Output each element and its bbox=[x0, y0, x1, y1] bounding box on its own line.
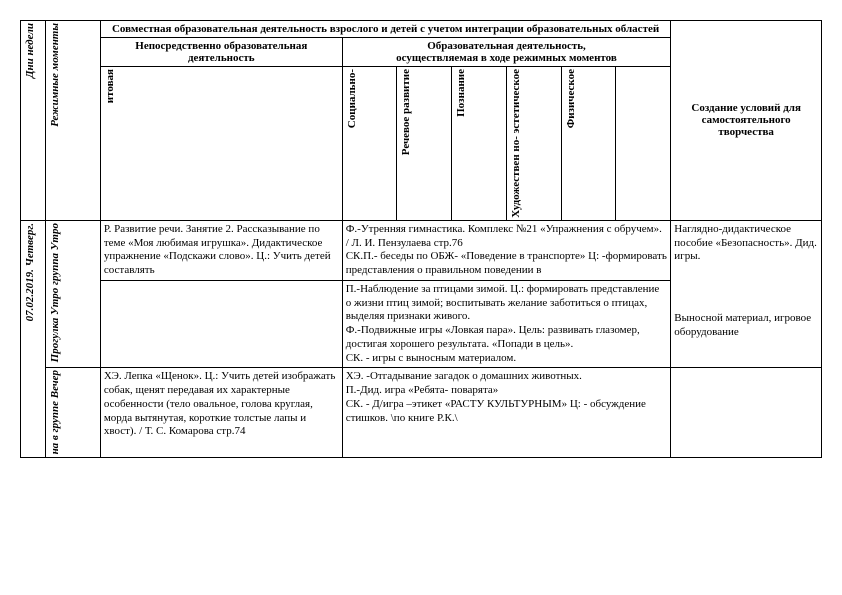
col-social-cell: Социально- bbox=[342, 67, 397, 221]
conditions-label: Создание условий для самостоятельного тв… bbox=[691, 102, 801, 138]
evening-right-text: ХЭ. -Отгадывание загадок о домашних живо… bbox=[346, 370, 668, 425]
header-direct-edu: Непосредственно образовательная деятельн… bbox=[100, 38, 342, 67]
walk-side-text: Выносной материал, игровое оборудование bbox=[674, 312, 818, 340]
walk-right-text: П.-Наблюдение за птицами зимой. Ц.: форм… bbox=[346, 283, 668, 366]
date-cell: 07.02.2019. Четверг. bbox=[21, 220, 46, 457]
col-speech-cell: Речевое развитие bbox=[397, 67, 452, 221]
col-physical-cell: Физическое bbox=[561, 67, 616, 221]
planning-table: Дни недели Режимные моменты Совместная о… bbox=[20, 20, 822, 458]
regime-label: Режимные моменты bbox=[49, 23, 61, 127]
col-speech: Речевое развитие bbox=[400, 69, 412, 155]
header-regime: Режимные моменты bbox=[46, 21, 101, 221]
evening-label-cell: на в группе Вечер bbox=[46, 368, 101, 457]
header-conditions: Создание условий для самостоятельного тв… bbox=[671, 21, 822, 221]
joint-label: Совместная образовательная деятельность … bbox=[112, 23, 659, 35]
col-art: Художествен но- эстетическое bbox=[510, 69, 522, 218]
header-edu-regime: Образовательная деятельность, осуществля… bbox=[342, 38, 671, 67]
morning-side-text: Наглядно-дидактическое пособие «Безопасн… bbox=[674, 223, 818, 264]
walk-right-cell: П.-Наблюдение за птицами зимой. Ц.: форм… bbox=[342, 280, 671, 368]
evening-left-cell: ХЭ. Лепка «Щенок». Ц.: Учить детей изобр… bbox=[100, 368, 342, 457]
col-cognitive: итовая bbox=[104, 69, 116, 103]
morning-left-cell: Р. Развитие речи. Занятие 2. Рассказыван… bbox=[100, 220, 342, 280]
col-social: Социально- bbox=[346, 69, 358, 128]
direct-edu-label: Непосредственно образовательная деятельн… bbox=[135, 40, 307, 64]
col-art-cell: Художествен но- эстетическое bbox=[506, 67, 561, 221]
col-cognition: Познание bbox=[455, 69, 467, 117]
days-label: Дни недели bbox=[24, 23, 36, 78]
col-physical: Физическое bbox=[565, 69, 577, 128]
morning-label-cell: Прогулка Утро группа Утро bbox=[46, 220, 101, 368]
evening-left-text: ХЭ. Лепка «Щенок». Ц.: Учить детей изобр… bbox=[104, 370, 339, 439]
morning-left-text: Р. Развитие речи. Занятие 2. Рассказыван… bbox=[104, 223, 339, 278]
edu-regime-label: Образовательная деятельность, bbox=[427, 40, 586, 52]
header-joint: Совместная образовательная деятельность … bbox=[100, 21, 670, 38]
col-cognition-cell: Познание bbox=[452, 67, 507, 221]
edu-regime-sub-label: осуществляемая в ходе режимных моментов bbox=[396, 52, 617, 64]
header-days: Дни недели bbox=[21, 21, 46, 221]
evening-right-cell: ХЭ. -Отгадывание загадок о домашних живо… bbox=[342, 368, 671, 457]
evening-side-cell bbox=[671, 368, 822, 457]
evening-label: на в группе Вечер bbox=[49, 370, 61, 454]
morning-right-text: Ф.-Утренняя гимнастика. Комплекс №21 «Уп… bbox=[346, 223, 668, 278]
morning-label: Прогулка Утро группа Утро bbox=[49, 223, 61, 362]
date-label: 07.02.2019. Четверг. bbox=[24, 223, 36, 321]
morning-right-cell: Ф.-Утренняя гимнастика. Комплекс №21 «Уп… bbox=[342, 220, 671, 280]
morning-side-cell: Наглядно-дидактическое пособие «Безопасн… bbox=[671, 220, 822, 368]
col-cognitive-cell: итовая bbox=[100, 67, 342, 221]
walk-left-cell bbox=[100, 280, 342, 368]
